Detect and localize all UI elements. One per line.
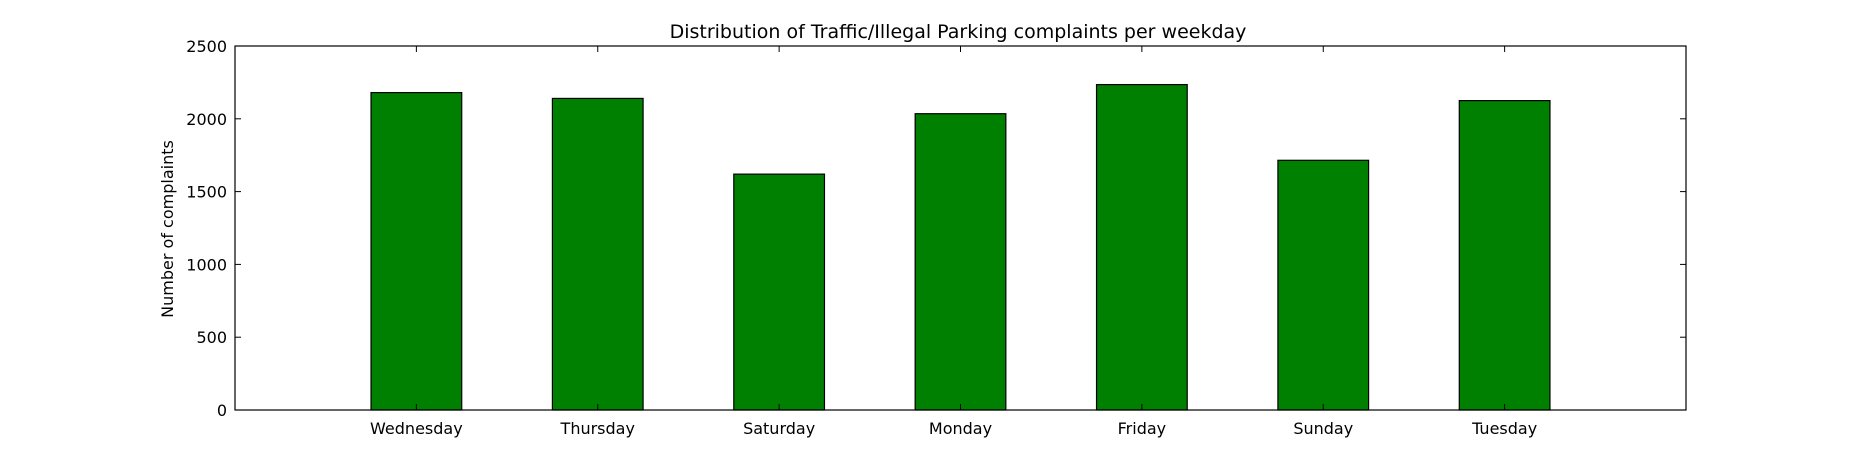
y-tick-label: 2000: [186, 110, 227, 129]
x-tick-label: Monday: [929, 419, 992, 438]
y-tick-label: 2500: [186, 37, 227, 56]
x-tick-label: Sunday: [1293, 419, 1353, 438]
y-tick-label: 1500: [186, 183, 227, 202]
plot-area-frame: [234, 45, 1687, 411]
x-tick-label: Saturday: [743, 419, 815, 438]
bar-friday: [1095, 83, 1188, 411]
x-tick-label: Thursday: [560, 419, 635, 438]
y-tick-label: 500: [196, 328, 227, 347]
y-tick-label: 1000: [186, 255, 227, 274]
y-tick-label: 0: [217, 401, 227, 420]
x-tick-label: Wednesday: [370, 419, 463, 438]
bar-sunday: [1277, 159, 1370, 411]
bar-wednesday: [370, 91, 463, 411]
x-tick-label: Friday: [1118, 419, 1167, 438]
ticks-group: 0 500 1000 1500 2000 2500 Wednesday Thursday Sat…: [186, 37, 1686, 438]
x-tick-label: Tuesday: [1471, 419, 1537, 438]
bar-thursday: [551, 97, 644, 411]
bars-group: [370, 83, 1551, 411]
bar-tuesday: [1458, 99, 1551, 411]
bar-saturday: [733, 173, 826, 411]
bar-monday: [914, 113, 1007, 411]
y-axis-label: Number of complaints: [158, 140, 177, 318]
chart-title: Distribution of Traffic/Illegal Parking …: [670, 21, 1247, 43]
